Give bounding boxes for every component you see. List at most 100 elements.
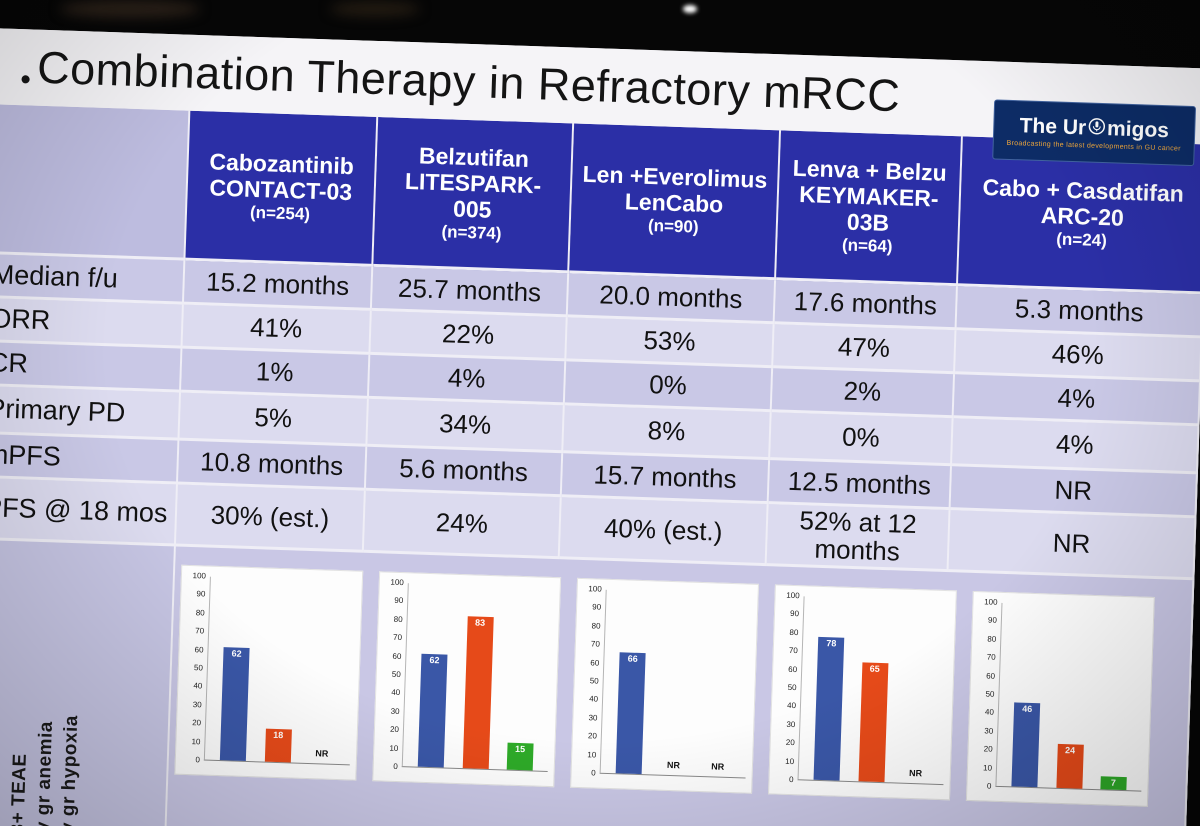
row-label-primary-pd: Primary PD: [0, 385, 182, 441]
bar-slot: 15: [503, 587, 541, 771]
y-tick-label: 50: [193, 663, 204, 673]
bar-slot: 65: [855, 598, 893, 783]
chart-plot-area: 46 24 7: [995, 602, 1148, 792]
nr-label: NR: [315, 748, 329, 759]
y-tick-label: 10: [982, 763, 993, 773]
bar-any-gr-anemia: 24: [1055, 743, 1084, 789]
bar-value-label: 62: [429, 654, 440, 665]
bar-value-label: 78: [826, 638, 837, 649]
value-cell: 4%: [368, 354, 567, 406]
bar-value-label: 24: [1064, 745, 1076, 756]
bar-any-gr-anemia: 83: [462, 616, 494, 769]
value-cell: 53%: [566, 317, 775, 369]
y-tick-label: 100: [192, 571, 207, 581]
bar-value-label: 66: [627, 653, 638, 665]
row-label-orr: ORR: [0, 297, 184, 349]
y-tick-label: 50: [787, 682, 797, 693]
bar-any-gr-anemia: 18: [264, 728, 292, 763]
chart-plot-area: 62 18 NR: [203, 576, 356, 766]
col-header-label: Cabo + Casdatifan ARC-20: [982, 174, 1185, 231]
y-tick-label: 90: [592, 602, 602, 613]
y-tick-label: 100: [390, 577, 404, 588]
y-tick-label: 60: [392, 651, 402, 661]
col-header-contact03: Cabozantinib CONTACT-03 (n=254): [185, 110, 379, 267]
col-header-n: (n=254): [249, 202, 311, 224]
y-tick-label: 20: [983, 744, 993, 754]
corner-cell: [0, 103, 191, 261]
col-header-lencabo: Len +Everolimus LenCabo (n=90): [569, 123, 782, 281]
value-cell: 41%: [182, 304, 372, 355]
logo-text-suffix: migos: [1106, 116, 1170, 142]
bar-gr3-teae: 66: [615, 652, 646, 775]
bar-gr3-teae: 78: [813, 637, 845, 781]
bar-slot: 62: [217, 577, 255, 761]
col-header-label: Lenva + Belzu KEYMAKER-03B: [792, 155, 948, 236]
bar-slot: 7: [1097, 606, 1135, 791]
value-cell: 40% (est.): [559, 497, 769, 567]
bar-any-gr-anemia: 65: [858, 662, 888, 783]
bar-slot: NR: [306, 580, 344, 764]
chart-plot-area: 66 NR NR: [599, 589, 752, 779]
y-tick-label: 90: [789, 609, 800, 619]
y-tick-label: 50: [589, 676, 599, 686]
y-tick-label: 90: [394, 596, 404, 606]
toxicity-chart: 0 10 20 30 40 50 60 70 80 90 100 62 83 15: [372, 571, 562, 788]
y-tick-label: 40: [193, 681, 203, 691]
y-tick-label: 100: [984, 597, 998, 607]
value-cell: 5%: [179, 392, 369, 447]
toxicity-row-label: Gr3+ TEAE Any gr anemia Any gr hypoxia: [0, 539, 176, 826]
row-label-pfs-18mos: PFS @ 18 mos: [0, 477, 178, 547]
value-cell: 24%: [363, 490, 562, 560]
value-cell: 22%: [370, 310, 568, 362]
y-tick-label: 90: [196, 589, 206, 599]
nr-label: NR: [908, 767, 923, 779]
y-tick-label: 70: [788, 646, 798, 656]
bar-gr3-teae: 62: [417, 653, 448, 768]
value-cell: 2%: [771, 368, 956, 419]
bar-gr3-teae: 46: [1011, 702, 1041, 788]
bar-slot: 62: [415, 584, 453, 768]
ceiling-shadow: [330, 2, 420, 16]
y-tick-label: 100: [588, 584, 602, 594]
bar-slot: NR: [899, 600, 937, 784]
legend-any-gr-anemia: Any gr anemia: [31, 720, 58, 826]
y-tick-label: 10: [191, 736, 201, 747]
col-header-label: Belzutifan LITESPARK-005: [404, 142, 542, 223]
legend-gr3-teae: Gr3+ TEAE: [6, 752, 31, 826]
y-tick-label: 30: [588, 713, 598, 723]
y-tick-label: 40: [391, 688, 401, 698]
col-header-keymaker03b: Lenva + Belzu KEYMAKER-03B (n=64): [776, 130, 963, 287]
toxicity-chart: 0 10 20 30 40 50 60 70 80 90 100 46 24 7: [965, 590, 1155, 807]
bar-value-label: 15: [514, 743, 526, 754]
ceiling-light: [683, 5, 697, 13]
y-tick-label: 70: [392, 632, 403, 643]
col-header-n: (n=24): [1056, 229, 1108, 250]
y-tick-label: 20: [192, 718, 202, 728]
bar-value-label: 65: [869, 663, 880, 674]
y-tick-label: 70: [986, 652, 996, 662]
chart-plot-area: 78 65 NR: [797, 596, 950, 786]
value-cell: 0%: [564, 361, 774, 413]
value-cell: 20.0 months: [567, 273, 777, 325]
bar-slot: 46: [1009, 603, 1047, 788]
value-cell: 1%: [181, 348, 371, 399]
row-label-median-fu: Median f/u: [0, 253, 186, 305]
col-header-n: (n=374): [441, 221, 502, 243]
y-tick-label: 80: [987, 634, 997, 644]
comparison-table: Cabozantinib CONTACT-03 (n=254) Belzutif…: [0, 103, 1200, 826]
nr-label: NR: [666, 759, 681, 771]
bar-value-label: 83: [474, 617, 486, 628]
y-tick-label: 30: [390, 706, 400, 716]
value-cell: 52% at 12 months: [766, 504, 951, 573]
bar-slot: 18: [261, 579, 299, 763]
ceiling-shadow: [60, 0, 200, 18]
bar-slot: 78: [811, 597, 849, 781]
y-tick-label: 60: [590, 657, 600, 668]
bar-slot: 24: [1053, 605, 1091, 789]
y-tick-label: 10: [785, 756, 795, 766]
value-cell: 0%: [770, 412, 954, 467]
bar-value-label: 46: [1022, 703, 1033, 714]
value-cell: 8%: [563, 405, 772, 461]
microphone-icon: [1088, 116, 1106, 141]
y-tick-label: 80: [393, 614, 403, 624]
